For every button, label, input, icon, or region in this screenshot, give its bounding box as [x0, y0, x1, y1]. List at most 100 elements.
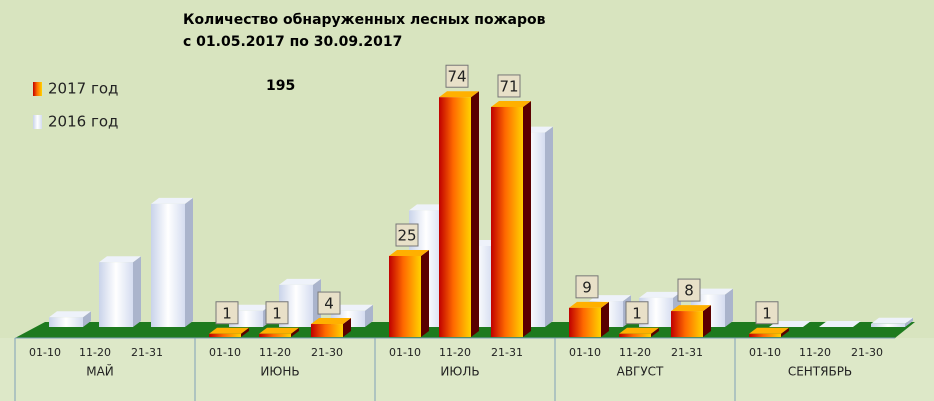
annotation: 195 [266, 78, 295, 94]
value-label-box [755, 301, 779, 325]
bar [389, 256, 421, 337]
value-label-box [497, 74, 521, 98]
bar-side [365, 304, 373, 327]
value-label: 1 [222, 304, 232, 322]
bar-side [545, 126, 553, 327]
bar [151, 203, 185, 327]
x-tick-label: 21-31 [491, 346, 523, 359]
legend-marker [33, 82, 42, 96]
x-tick-label: 21-31 [671, 346, 703, 359]
bar [619, 333, 651, 337]
legend-label: 2017 год [48, 80, 118, 98]
x-tick-label: 01-10 [389, 346, 421, 359]
bar-top [279, 278, 321, 285]
x-tick-label: 11-20 [259, 346, 291, 359]
bar-top [691, 288, 733, 295]
value-label-box [445, 64, 469, 88]
axis-area [0, 338, 934, 401]
bar-top [871, 317, 913, 324]
bar-side [725, 288, 733, 327]
x-tick-label: 11-20 [439, 346, 471, 359]
bar-side [781, 327, 789, 337]
value-label: 25 [397, 227, 416, 245]
bar-side [313, 278, 321, 327]
x-tick-label: 21-31 [131, 346, 163, 359]
bar-side [471, 91, 479, 338]
group-label: ИЮЛЬ [440, 365, 479, 379]
bar-top [259, 327, 299, 334]
value-label-box [215, 301, 239, 325]
bar [569, 307, 601, 337]
value-label: 1 [632, 304, 642, 322]
bar-side [651, 327, 659, 337]
value-label: 71 [499, 77, 518, 95]
bar-top [639, 291, 681, 298]
chart-title: Количество обнаруженных лесных пожаров [183, 12, 546, 28]
bar [49, 317, 83, 327]
bar-top [311, 318, 351, 325]
group-label: МАЙ [86, 364, 114, 379]
x-tick-label: 01-10 [209, 346, 241, 359]
bar-side [343, 318, 351, 337]
x-tick-label: 21-30 [851, 346, 883, 359]
x-tick-label: 11-20 [79, 346, 111, 359]
bar-side [291, 327, 299, 337]
bar-side [703, 305, 711, 337]
value-label: 9 [582, 278, 592, 296]
value-label: 1 [272, 304, 282, 322]
bar [671, 311, 703, 337]
x-tick-label: 11-20 [619, 346, 651, 359]
bar [259, 333, 291, 337]
bar [99, 262, 133, 327]
x-tick-label: 01-10 [29, 346, 61, 359]
chart-subtitle: с 01.05.2017 по 30.09.2017 [183, 34, 402, 50]
bar-side [523, 100, 531, 338]
bar-top [49, 311, 91, 318]
x-tick-label: 11-20 [799, 346, 831, 359]
bar-top [749, 327, 789, 334]
value-label-box [625, 301, 649, 325]
legend-marker [33, 115, 42, 129]
group-label: ИЮНЬ [260, 365, 299, 379]
value-label: 1 [762, 304, 772, 322]
value-label-box [575, 275, 599, 299]
bar-top [439, 91, 479, 98]
bar-top [671, 305, 711, 312]
value-label-box [677, 278, 701, 302]
bar-side [185, 197, 193, 327]
value-label: 8 [684, 282, 694, 300]
bar-side [905, 317, 913, 327]
bar-side [421, 250, 429, 337]
x-tick-label: 01-10 [749, 346, 781, 359]
bar-top [209, 327, 249, 334]
bar-top [389, 250, 429, 256]
x-tick-label: 01-10 [569, 346, 601, 359]
bar [871, 323, 905, 327]
bar [491, 106, 523, 338]
bar [311, 324, 343, 337]
bar-side [601, 301, 609, 337]
x-tick-label: 21-30 [311, 346, 343, 359]
bar-side [83, 311, 91, 327]
bar-top [819, 321, 861, 327]
bar-side [133, 256, 141, 327]
value-label-box [395, 223, 419, 247]
bar-top [569, 301, 609, 308]
bar-top [229, 304, 271, 311]
bar-top [769, 321, 811, 327]
bar [439, 97, 471, 338]
value-label: 4 [324, 295, 334, 313]
bar-top [151, 197, 193, 204]
bar-top [331, 304, 373, 311]
group-label: АВГУСТ [617, 365, 664, 379]
bar [209, 333, 241, 337]
bar-top [99, 256, 141, 263]
value-label: 74 [447, 68, 466, 86]
bar-side [241, 327, 249, 337]
bar-top [589, 295, 631, 302]
bar-top [491, 100, 531, 107]
bar [749, 333, 781, 337]
value-label-box [265, 301, 289, 325]
bar-top [619, 327, 659, 334]
